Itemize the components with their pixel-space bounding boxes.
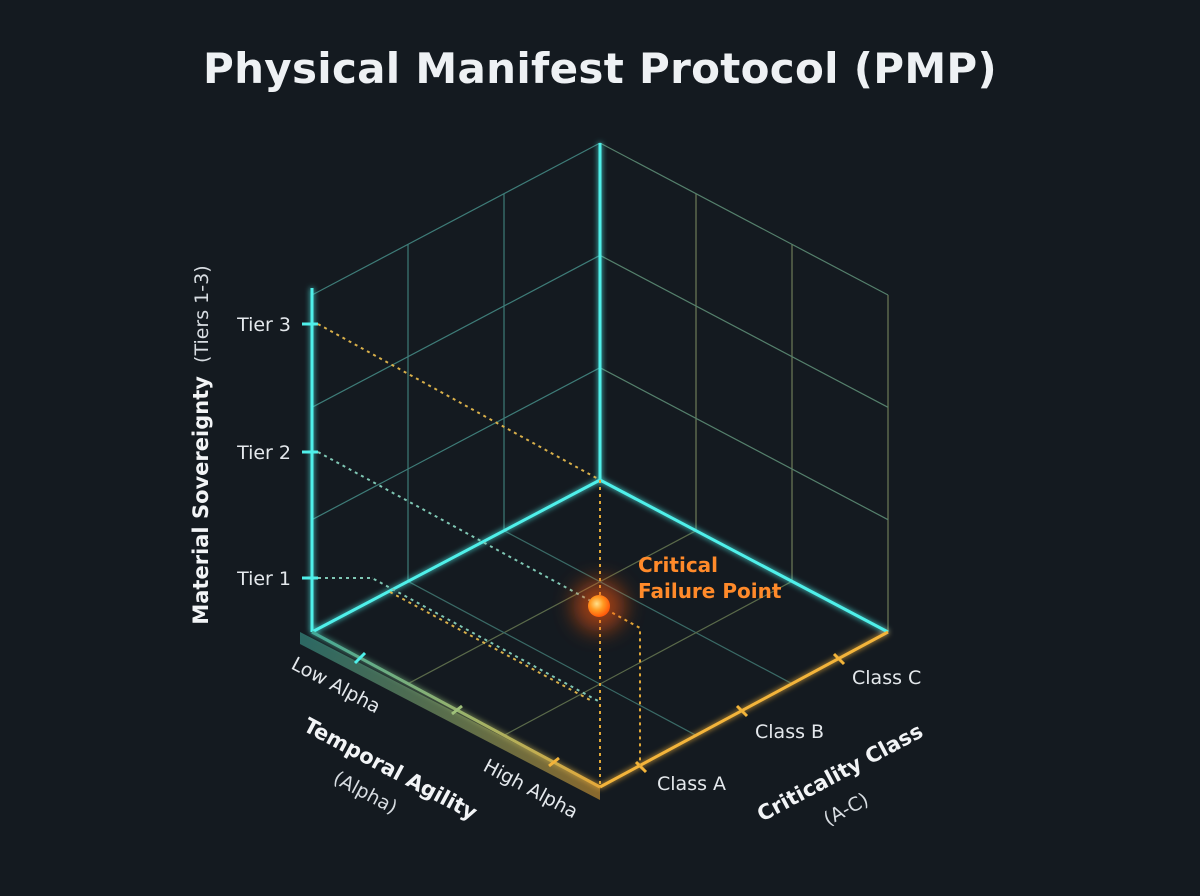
alpha-to-floor-projection	[389, 591, 591, 701]
high-alpha-tick	[548, 756, 560, 768]
projection-lines	[317, 323, 641, 787]
low-alpha-tick	[353, 651, 367, 665]
floor-grid-line	[503, 530, 793, 685]
right-wall-horizontal-line	[599, 254, 889, 408]
vertical-axis-title-group: Material Sovereignty (Tiers 1-3)	[189, 265, 213, 624]
left-axis-band	[300, 632, 600, 800]
page-title: Physical Manifest Protocol (PMP)	[202, 44, 997, 93]
left-wall-horizontal-line	[311, 254, 601, 408]
floor-back-right-edge	[599, 478, 889, 634]
class-c-tick	[832, 652, 846, 666]
class-a-tick	[634, 760, 648, 774]
floor-grid-line	[407, 530, 697, 685]
right-axis-line	[599, 630, 889, 789]
floor-grid-line	[407, 580, 697, 736]
class-c-label: Class C	[852, 667, 921, 689]
axis-ticks	[302, 322, 846, 774]
tier1-label: Tier 1	[236, 568, 291, 590]
left-wall-horizontal-line	[311, 142, 601, 296]
floor-back-left-edge	[311, 478, 601, 634]
high-alpha-label: High Alpha	[480, 755, 582, 823]
floor-grid-line	[503, 580, 793, 736]
right-wall-horizontal-line	[599, 142, 889, 296]
tier2-label: Tier 2	[236, 442, 291, 464]
class-b-label: Class B	[755, 721, 824, 743]
critical-label-line2: Failure Point	[638, 579, 782, 603]
vertical-axis-title: Material Sovereignty	[189, 376, 213, 625]
class-a-label: Class A	[657, 773, 726, 795]
vertical-axis-subtitle: (Tiers 1-3)	[191, 265, 213, 363]
tier3-projection	[317, 323, 601, 481]
class-b-tick	[735, 704, 749, 718]
right-axis-subtitle: (A-C)	[820, 789, 872, 831]
mid-alpha-tick	[451, 704, 463, 716]
right-wall-horizontal-line	[599, 367, 889, 521]
tier3-label: Tier 3	[236, 314, 291, 336]
tier2-projection	[317, 451, 601, 607]
floor-grid	[407, 530, 793, 736]
critical-failure-point	[588, 595, 610, 617]
critical-label-line1: Critical	[638, 553, 718, 577]
left-wall-horizontal-line	[311, 367, 601, 521]
